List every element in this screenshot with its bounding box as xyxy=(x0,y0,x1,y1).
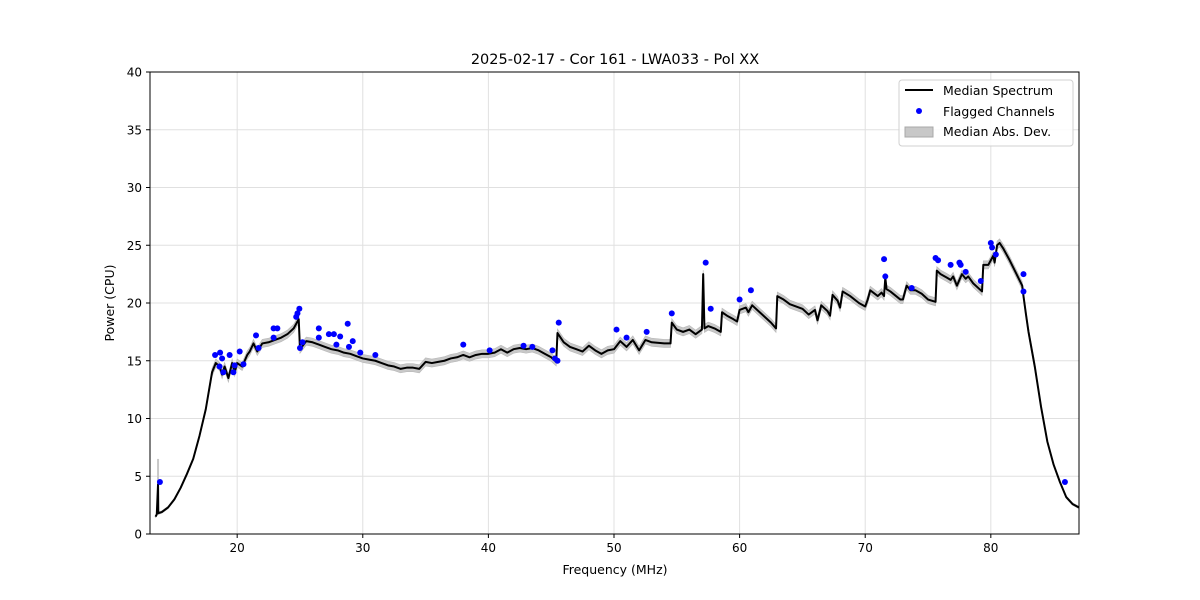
flagged-channel-point xyxy=(219,355,226,362)
flagged-channel-point xyxy=(486,347,493,354)
flagged-channel-point xyxy=(236,348,243,355)
flagged-channel-point xyxy=(549,347,556,354)
flagged-channel-point xyxy=(255,345,262,352)
y-tick-label: 35 xyxy=(127,123,142,137)
flagged-channel-point xyxy=(668,310,675,317)
flagged-channel-point xyxy=(702,259,709,266)
flagged-channel-point xyxy=(992,251,999,258)
x-tick-label: 80 xyxy=(983,541,998,555)
flagged-channel-point xyxy=(1061,479,1068,486)
flagged-channel-point xyxy=(349,338,356,345)
legend-label-median: Median Spectrum xyxy=(943,83,1053,98)
x-tick-label: 60 xyxy=(732,541,747,555)
flagged-channel-point xyxy=(372,351,379,358)
flagged-channel-point xyxy=(220,369,227,376)
x-tick-label: 20 xyxy=(230,541,245,555)
flagged-channel-point xyxy=(460,341,467,348)
flagged-channel-point xyxy=(881,256,888,263)
flagged-channel-point xyxy=(520,342,527,349)
legend-dot-swatch xyxy=(916,108,922,114)
y-tick-label: 5 xyxy=(134,470,142,484)
flagged-channel-point xyxy=(554,357,561,364)
flagged-channel-point xyxy=(217,349,224,356)
flagged-channel-point xyxy=(315,334,322,341)
flagged-channel-point xyxy=(345,343,352,350)
flagged-channel-point xyxy=(344,320,351,327)
flagged-channel-point xyxy=(337,333,344,340)
x-tick-label: 40 xyxy=(481,541,496,555)
y-tick-label: 10 xyxy=(127,412,142,426)
y-tick-label: 40 xyxy=(127,66,142,80)
flagged-channel-point xyxy=(555,319,562,326)
flagged-channel-point xyxy=(882,273,889,280)
flagged-channel-point xyxy=(747,287,754,294)
flagged-channel-point xyxy=(274,325,281,332)
y-tick-label: 15 xyxy=(127,354,142,368)
flagged-channel-point xyxy=(935,257,942,264)
flagged-channel-point xyxy=(296,305,303,312)
flagged-channel-point xyxy=(294,310,301,317)
flagged-channel-point xyxy=(529,343,536,350)
flagged-channel-point xyxy=(736,296,743,303)
x-tick-label: 30 xyxy=(355,541,370,555)
flagged-channel-point xyxy=(270,334,277,341)
flagged-channel-point xyxy=(216,363,223,370)
legend: Median Spectrum Flagged Channels Median … xyxy=(898,79,1074,147)
flagged-channel-point xyxy=(325,331,332,338)
y-axis-label: Power (CPU) xyxy=(102,265,117,342)
flagged-channel-point xyxy=(357,349,364,356)
y-tick-label: 0 xyxy=(134,528,142,542)
flagged-channel-point xyxy=(947,261,954,268)
flagged-channel-point xyxy=(623,334,630,341)
flagged-channel-point xyxy=(333,341,340,348)
legend-label-flagged: Flagged Channels xyxy=(943,104,1055,119)
flagged-channel-point xyxy=(613,326,620,333)
axis-ticks: 20 30 40 50 60 70 80 0 5 10 15 20 25 30 35 40 xyxy=(127,66,999,556)
legend-label-mad: Median Abs. Dev. xyxy=(943,124,1051,139)
flagged-channel-point xyxy=(977,278,984,285)
y-tick-label: 30 xyxy=(127,181,142,195)
legend-box xyxy=(898,79,1074,147)
flagged-channel-point xyxy=(908,284,915,291)
flagged-channel-point xyxy=(299,339,306,346)
flagged-channel-point xyxy=(707,305,714,312)
flagged-channel-point xyxy=(1020,288,1027,295)
flagged-channel-point xyxy=(230,369,237,376)
flagged-channel-point xyxy=(330,331,337,338)
flagged-channel-point xyxy=(962,268,969,275)
flagged-channel-point xyxy=(231,362,238,369)
flagged-channel-point xyxy=(1020,271,1027,278)
flagged-channel-point xyxy=(240,361,247,368)
flagged-channel-point xyxy=(253,332,260,339)
flagged-channel-point xyxy=(315,325,322,332)
y-tick-label: 25 xyxy=(127,239,142,253)
flagged-channel-point xyxy=(957,261,964,268)
flagged-channel-point xyxy=(226,351,233,358)
y-tick-label: 20 xyxy=(127,297,142,311)
flagged-channel-point xyxy=(156,479,163,486)
flagged-channel-point xyxy=(987,239,994,246)
flagged-channel-point xyxy=(212,351,219,358)
chart-title: 2025-02-17 - Cor 161 - LWA033 - Pol XX xyxy=(471,52,759,68)
plot-area xyxy=(154,238,1079,519)
flagged-channel-point xyxy=(643,328,650,335)
x-axis-label: Frequency (MHz) xyxy=(562,562,667,577)
median-spectrum-line xyxy=(154,241,1079,518)
legend-band-swatch xyxy=(904,126,934,138)
flagged-channel-point xyxy=(989,244,996,251)
x-tick-label: 70 xyxy=(858,541,873,555)
x-tick-label: 50 xyxy=(606,541,621,555)
flagged-channel-point xyxy=(296,345,303,352)
